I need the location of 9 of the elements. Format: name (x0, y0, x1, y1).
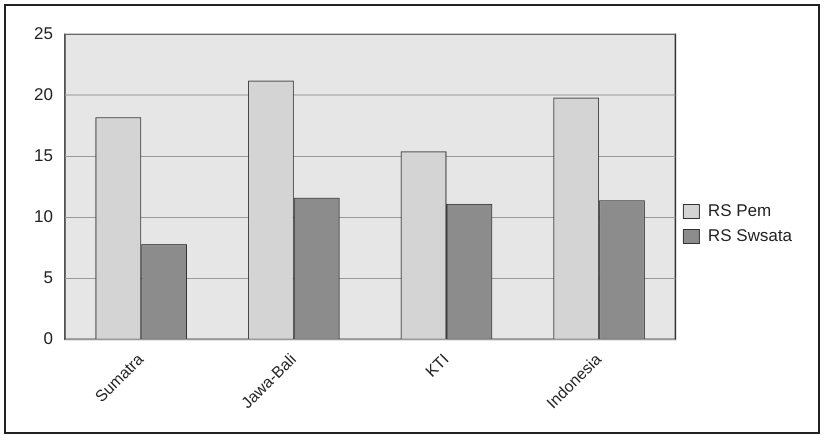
y-tick-label: 20 (34, 84, 53, 104)
y-tick-label: 25 (34, 24, 53, 43)
legend-label: RS Swsata (708, 226, 793, 246)
y-tick-label: 15 (34, 146, 53, 165)
y-tick-label: 0 (43, 329, 53, 348)
x-tick-label: KTI (422, 351, 452, 381)
y-tick-label: 5 (43, 268, 53, 288)
legend-label: RS Pem (708, 201, 772, 220)
y-tick-label: 10 (34, 206, 53, 226)
